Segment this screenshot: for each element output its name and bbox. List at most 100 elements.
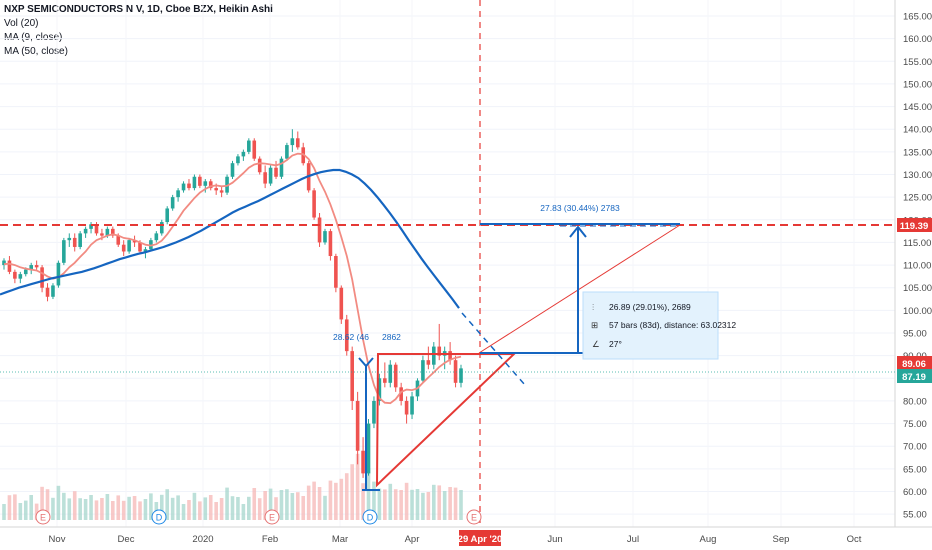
candle-body	[94, 224, 99, 234]
time-axis[interactable]: Nov Dec 2020 Feb Mar Apr Jun Jul Aug Sep Oct	[0, 526, 932, 545]
symbol-title[interactable]: NXP SEMICONDUCTORS N V, 1D, Cboe BZX, He…	[4, 4, 273, 15]
y-tick-label: 135.00	[903, 147, 932, 158]
candle-body	[230, 163, 235, 177]
price-axis[interactable]: 165.00 160.00 155.00 150.00 145.00 140.00 135.…	[894, 0, 932, 527]
indicator-vol[interactable]: Vol (20)	[4, 18, 39, 29]
candle-body	[334, 256, 338, 288]
volume-bar	[426, 492, 431, 520]
price-tag-119-text: 119.39	[900, 221, 929, 232]
volume-bar	[279, 490, 284, 520]
candle-body	[366, 423, 371, 474]
candle-body	[350, 351, 354, 401]
volume-bar	[323, 495, 327, 520]
candle-body	[121, 244, 126, 252]
candle-body	[13, 271, 17, 279]
volume-bar	[45, 489, 50, 520]
candle-body	[29, 265, 34, 270]
candle-body	[83, 228, 88, 234]
candle-body	[268, 167, 273, 184]
candle-body	[426, 360, 431, 365]
volume-bar	[334, 482, 338, 520]
y-tick-label: 105.00	[903, 283, 932, 294]
candle-body	[344, 319, 349, 352]
measure-label-drop-end: 2862	[382, 332, 401, 342]
event-label: E	[40, 513, 46, 523]
candle-body	[105, 228, 110, 236]
volume-bar	[317, 487, 322, 520]
volume-bar	[393, 489, 398, 520]
y-tick-label: 140.00	[903, 125, 932, 136]
candle-body	[393, 364, 398, 388]
volume-bar	[301, 496, 306, 520]
indicator-ma50[interactable]: MA (50, close)	[4, 46, 68, 57]
y-tick-label: 145.00	[903, 102, 932, 113]
price-tag-last-text: 87.19	[902, 372, 926, 383]
volume-bar	[138, 501, 142, 520]
x-tick-label: Mar	[332, 534, 348, 545]
candle-body	[181, 183, 186, 191]
candle-body	[192, 176, 197, 189]
candle-body	[388, 364, 393, 383]
volume-bar	[225, 487, 229, 520]
volume-bar	[7, 495, 12, 520]
volume-bar	[29, 495, 34, 520]
candle-body	[377, 378, 382, 401]
candle-body	[203, 181, 208, 186]
x-tick-label: Jun	[547, 534, 562, 545]
volume-bar	[350, 464, 354, 520]
candle-body	[111, 228, 115, 236]
volume-bar	[187, 500, 191, 520]
measure-info-box[interactable]: ⫶ 26.89 (29.01%), 2689 ⊞ 57 bars (83d), …	[582, 291, 736, 360]
volume-bar	[170, 497, 175, 520]
event-marker	[151, 509, 167, 525]
volume-bar	[143, 499, 148, 520]
candle-body	[410, 396, 414, 415]
candle-body	[225, 176, 229, 193]
triangle-pattern[interactable]	[375, 353, 517, 488]
event-label: E	[269, 513, 275, 523]
candle-body	[34, 265, 39, 268]
indicator-ma9[interactable]: MA (9, close)	[4, 32, 63, 43]
ma9-line	[3, 152, 462, 405]
volume-bar	[372, 481, 376, 520]
candle-body	[2, 260, 6, 266]
y-tick-label: 60.00	[903, 487, 927, 498]
volume-bar	[344, 473, 349, 520]
candle-body	[208, 181, 213, 189]
candle-body	[116, 235, 121, 245]
event-marker	[466, 509, 482, 525]
volume-bar	[192, 492, 197, 520]
ma50-projection[interactable]	[461, 312, 526, 386]
candle-body	[339, 287, 344, 320]
volume-bar	[421, 492, 425, 520]
candle-body	[448, 351, 452, 361]
volume-bar	[410, 489, 414, 520]
y-tick-label: 95.00	[903, 329, 927, 340]
y-tick-label: 75.00	[903, 419, 927, 430]
x-tick-label: Apr	[405, 534, 420, 545]
volume-bar	[18, 503, 23, 520]
candle-body	[323, 231, 327, 243]
y-tick-label: 70.00	[903, 442, 927, 453]
volume-bar	[236, 497, 240, 520]
drawing-layer[interactable]: 27.83 (30.44%) 2783 28.62 (46 2862	[0, 0, 895, 527]
volume-bar	[198, 501, 202, 520]
volume-bar	[62, 492, 66, 520]
volume-bar	[40, 486, 44, 520]
volume-bar	[105, 494, 110, 520]
volume-bar	[78, 498, 82, 520]
x-tick-label: 2020	[192, 534, 213, 545]
volume-bar	[431, 484, 436, 520]
volume-bar	[437, 485, 442, 520]
candle-body	[72, 237, 77, 247]
event-label: E	[471, 513, 477, 523]
volume-bar	[366, 468, 371, 520]
candle-body	[263, 172, 267, 184]
info-angle: 27°	[609, 339, 622, 349]
trend-line-up[interactable]	[478, 224, 681, 354]
candle-body	[40, 267, 44, 288]
cursor-date-tag: 29 Apr '20	[458, 530, 502, 546]
y-tick-label: 100.00	[903, 306, 932, 317]
